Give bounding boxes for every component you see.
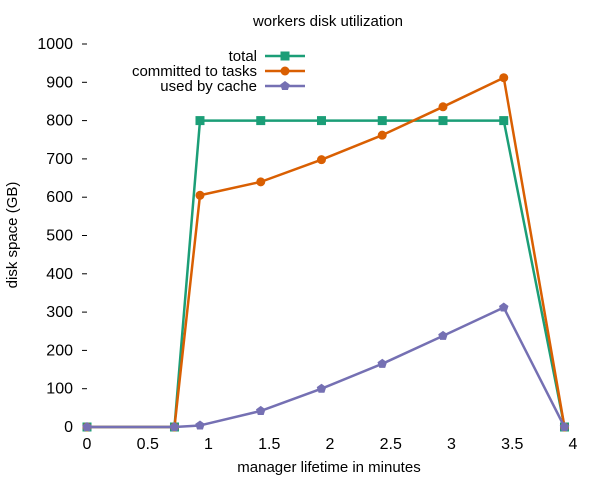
data-point [438,330,448,340]
legend-label: used by cache [160,78,257,95]
x-tick-label: 2 [326,436,335,453]
data-point [82,422,92,432]
legend-label: total [229,48,257,65]
x-tick-label: 2.5 [380,436,402,453]
y-axis-label: disk space (GB) [4,182,21,289]
series-used-by-cache [82,302,570,432]
data-point [316,383,327,393]
y-tick-label: 600 [46,189,73,206]
chart-title: workers disk utilization [252,13,403,30]
legend-label: committed to tasks [132,63,257,80]
data-point [195,190,205,200]
data-point [498,302,509,312]
x-tick-label: 0 [83,436,92,453]
data-point [499,73,509,83]
data-point [438,116,448,126]
axes: 0 0.5 1 1.5 2 2.5 3 3.5 4 0 100 200 300 400 500 600 700 8… [37,36,577,453]
data-point [256,177,266,187]
y-tick-label: 0 [64,419,73,436]
data-point [195,420,205,430]
y-tick-label: 500 [46,228,73,245]
data-point [377,116,387,126]
y-tick-label: 300 [46,304,73,321]
series-line [87,306,566,429]
x-tick-label: 3 [447,436,456,453]
data-point [256,116,266,126]
legend-marker [280,51,290,61]
legend-marker [280,66,290,76]
data-point [169,422,180,432]
y-tick-label: 700 [46,151,73,168]
data-point [377,130,387,140]
series-line [87,76,566,429]
y-tick-label: 200 [46,342,73,359]
x-tick-label: 0.5 [137,436,159,453]
y-tick-label: 1000 [37,36,73,53]
x-tick-label: 3.5 [501,436,523,453]
data-point [377,358,387,368]
series-total [82,116,569,432]
data-point [559,422,570,432]
series-line [87,119,566,429]
data-point [255,405,266,415]
series-layer [82,73,570,432]
data-point [499,116,509,126]
data-point [316,116,326,126]
y-tick-label: 800 [46,113,73,130]
legend-marker [280,81,290,91]
data-point [316,155,326,165]
y-tick-label: 100 [46,381,73,398]
y-tick-label: 400 [46,266,73,283]
x-tick-label: 4 [569,436,578,453]
x-tick-label: 1.5 [258,436,280,453]
x-tick-label: 1 [204,436,213,453]
x-axis-label: manager lifetime in minutes [237,459,420,476]
data-point [195,116,205,126]
data-point [438,102,448,112]
series-committed-to-tasks [82,73,569,432]
y-tick-label: 900 [46,74,73,91]
